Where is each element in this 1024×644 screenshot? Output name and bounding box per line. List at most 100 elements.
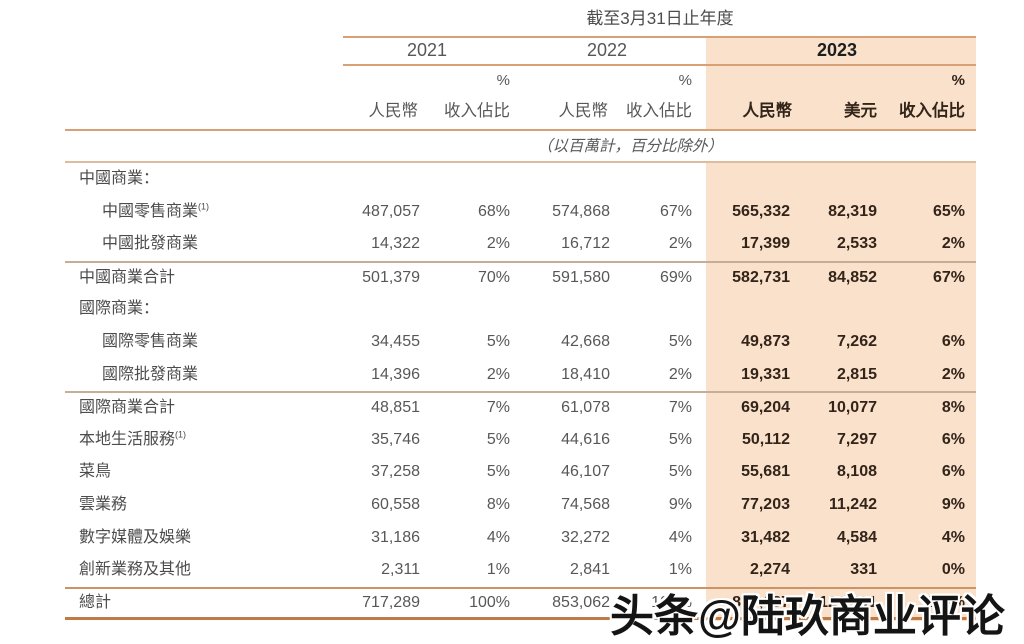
cell-2022-rmb: 16,712 <box>561 235 610 253</box>
table-row: 雲業務 60,558 8% 74,568 9% 77,203 11,242 9% <box>65 489 976 522</box>
table-row: 中國批發商業 14,322 2% 16,712 2% 17,399 2,533 … <box>65 228 976 261</box>
cell-2023-usd: 2,815 <box>836 365 877 383</box>
table-row: 總計 717,289 100% 853,062 100% 868,687 126… <box>65 586 976 620</box>
cell-2023-rmb: 19,331 <box>741 365 790 383</box>
row-label: 國際批發商業 <box>102 365 199 383</box>
cell-2023-usd: 10,077 <box>828 399 877 417</box>
row-label: 中國商業： <box>79 170 160 187</box>
cell-2021-rmb: 31,186 <box>371 528 420 546</box>
cell-2022-rmb: 46,107 <box>561 463 610 481</box>
watermark-text: 头条@陆玖商业评论 <box>610 592 1005 641</box>
cell-2021-rmb: 2,311 <box>381 561 420 579</box>
cell-2021-share: 70% <box>477 268 510 286</box>
table-row: 國際零售商業 34,455 5% 42,668 5% 49,873 7,262 … <box>65 326 976 359</box>
footnote-marker: (1) <box>198 201 210 212</box>
rule-below-years <box>343 64 976 66</box>
cell-2022-share: 100% <box>651 593 692 611</box>
cell-2023-usd: 126,491 <box>819 593 877 611</box>
cell-2021-rmb: 37,258 <box>371 463 420 481</box>
cell-2021-share: 2% <box>486 365 510 383</box>
cell-2022-rmb: 853,062 <box>552 593 610 611</box>
cell-2021-share: 8% <box>486 495 510 513</box>
cell-2021-rmb: 14,396 <box>371 365 420 383</box>
cell-2023-usd: 7,262 <box>836 332 877 350</box>
table-row: 中國零售商業(1) 487,057 68% 574,868 67% 565,33… <box>65 196 976 229</box>
row-label: 中國批發商業 <box>102 235 199 253</box>
column-header-2022-rmb: 人民幣 <box>558 102 609 120</box>
cell-2023-usd: 84,852 <box>828 268 877 286</box>
cell-2021-rmb: 35,746 <box>371 430 420 448</box>
cell-2022-rmb: 61,078 <box>561 399 610 417</box>
cell-2022-rmb: 574,868 <box>552 202 610 220</box>
cell-2023-rmb: 565,332 <box>732 202 790 220</box>
unit-note: （以百萬計，百分比除外） <box>536 137 723 155</box>
cell-2022-share: 69% <box>659 268 692 286</box>
cell-2022-share: 5% <box>668 430 692 448</box>
cell-2023-rmb: 50,112 <box>741 430 790 448</box>
cell-2021-share: 5% <box>486 332 510 350</box>
rule-above-years <box>343 36 976 38</box>
cell-2023-share: 67% <box>932 268 965 286</box>
cell-2023-rmb: 55,681 <box>741 463 790 481</box>
table-row: 中國商業： <box>65 163 976 196</box>
table-title: 截至3月31日止年度 <box>586 9 734 28</box>
percent-symbol-2021: % <box>496 72 510 89</box>
row-label: 菜鳥 <box>79 463 112 481</box>
cell-2022-rmb: 74,568 <box>561 495 610 513</box>
highlight-2023-header-band <box>706 37 976 130</box>
table-body: 中國商業： 中國零售商業(1) 487,057 68% 574,868 67% … <box>65 163 976 620</box>
row-label: 雲業務 <box>79 495 128 513</box>
cell-2021-rmb: 48,851 <box>371 399 420 417</box>
cell-2022-rmb: 591,580 <box>552 268 610 286</box>
cell-2023-rmb: 49,873 <box>741 332 790 350</box>
cell-2022-share: 5% <box>668 332 692 350</box>
cell-2023-share: 4% <box>941 528 965 546</box>
row-label: 國際零售商業 <box>102 332 199 350</box>
cell-2023-usd: 7,297 <box>836 430 877 448</box>
percent-symbol-2022: % <box>678 72 692 89</box>
cell-2023-rmb: 582,731 <box>732 268 790 286</box>
cell-2022-share: 4% <box>668 528 692 546</box>
row-label: 國際商業： <box>79 300 160 318</box>
cell-2021-rmb: 34,455 <box>371 332 420 350</box>
cell-2023-usd: 4,584 <box>836 528 877 546</box>
cell-2022-share: 1% <box>668 561 692 579</box>
table-row: 國際商業合計 48,851 7% 61,078 7% 69,204 10,077… <box>65 391 976 424</box>
row-label: 中國零售商業(1) <box>102 201 210 220</box>
cell-2022-share: 7% <box>668 399 692 417</box>
cell-2023-share: 6% <box>941 430 965 448</box>
cell-2023-rmb: 17,399 <box>741 235 790 253</box>
cell-2023-share: 2% <box>941 365 965 383</box>
cell-2023-share: 9% <box>941 495 965 513</box>
rule-below-unit-note <box>65 161 976 163</box>
row-label: 本地生活服務(1) <box>79 429 187 448</box>
cell-2023-rmb: 77,203 <box>741 495 790 513</box>
row-label: 中國商業合計 <box>79 268 176 286</box>
cell-2022-rmb: 18,410 <box>561 365 610 383</box>
table-row: 菜鳥 37,258 5% 46,107 5% 55,681 8,108 6% <box>65 456 976 489</box>
row-label: 創新業務及其他 <box>79 561 192 579</box>
cell-2023-usd: 2,533 <box>836 235 877 253</box>
cell-2022-share: 67% <box>659 202 692 220</box>
cell-2021-share: 2% <box>486 235 510 253</box>
cell-2023-share: 65% <box>932 202 965 220</box>
table-row: 數字媒體及娛樂 31,186 4% 32,272 4% 31,482 4,584… <box>65 522 976 555</box>
cell-2021-rmb: 487,057 <box>362 202 420 220</box>
cell-2023-share: 6% <box>941 332 965 350</box>
year-header-2023: 2023 <box>816 40 858 60</box>
footnote-marker: (1) <box>175 429 187 440</box>
cell-2022-rmb: 44,616 <box>561 430 610 448</box>
table-row: 本地生活服務(1) 35,746 5% 44,616 5% 50,112 7,2… <box>65 424 976 457</box>
cell-2023-usd: 331 <box>850 561 877 579</box>
cell-2023-share: 6% <box>941 463 965 481</box>
percent-symbol-2023: % <box>951 72 965 89</box>
column-header-2023-share: 收入佔比 <box>899 102 965 120</box>
cell-2021-rmb: 717,289 <box>362 593 420 611</box>
cell-2021-share: 100% <box>469 593 510 611</box>
cell-2021-rmb: 14,322 <box>371 235 420 253</box>
year-header-2022: 2022 <box>586 40 628 60</box>
cell-2023-share: 100% <box>924 593 965 611</box>
cell-2021-share: 4% <box>486 528 510 546</box>
cell-2021-rmb: 60,558 <box>371 495 420 513</box>
